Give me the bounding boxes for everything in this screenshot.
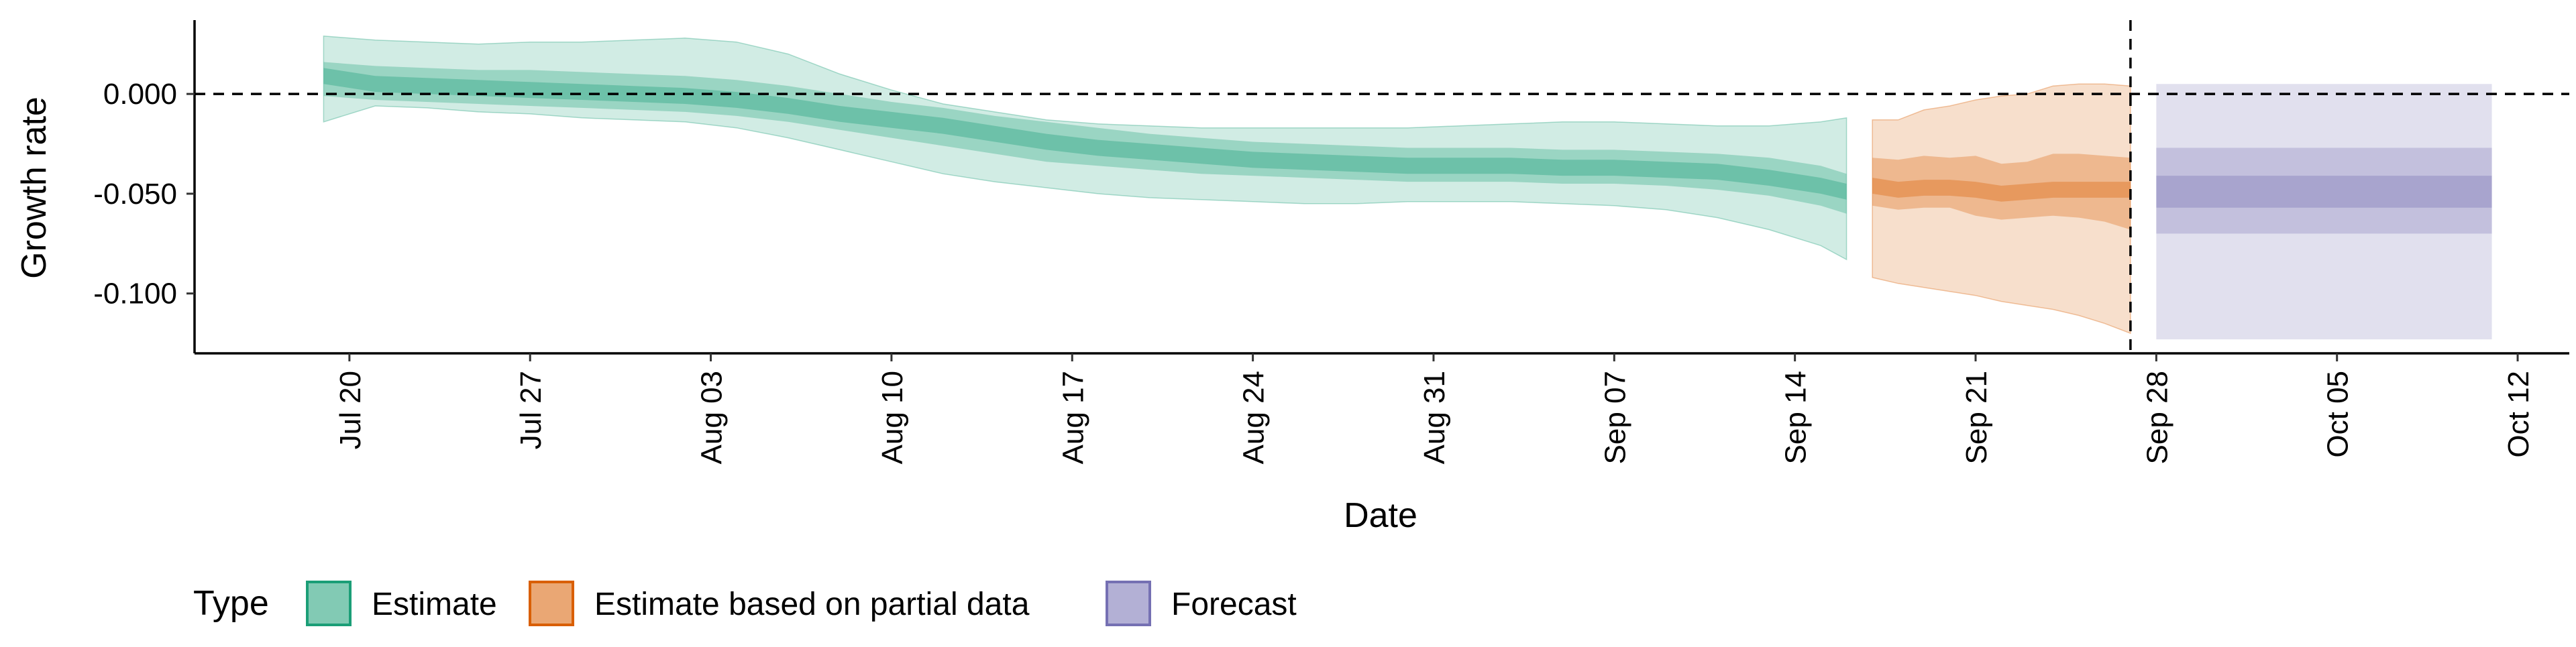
legend-key-3 [1106,581,1151,626]
x-tick-label: Sep 07 [1599,371,1631,464]
x-tick-label: Aug 10 [876,371,909,464]
x-tick-label: Aug 17 [1057,371,1089,464]
legend-key-1 [306,581,352,626]
y-tick-label: 0.000 [103,78,177,111]
legend-title: Type [193,584,269,623]
legend-label-1: Estimate [372,587,497,622]
y-axis-label: Growth rate [15,97,54,279]
axes-layer: 0.000 -0.050 -0.100 Jul 20 Jul 27 Aug 03 Aug 1… [93,20,2569,464]
x-tick-label: Aug 31 [1418,371,1451,464]
estimate-band-90 [323,35,1847,261]
estimate-band-50 [323,62,1847,214]
x-axis-label: Date [1344,496,1417,535]
bands-layer [323,35,2492,340]
estimate-based-on-partial-data-band-50 [1872,154,2131,230]
x-tick-label: Jul 20 [334,371,367,449]
x-tick-label: Aug 24 [1238,371,1271,464]
legend-label-3: Forecast [1171,587,1297,622]
x-tick-label: Oct 05 [2322,371,2355,458]
legend-label-2: Estimate based on partial data [594,587,1030,622]
reference-lines [195,20,2569,353]
x-tick-label: Oct 12 [2502,371,2535,458]
x-tick-label: Aug 03 [696,371,729,464]
estimate-band-inner [323,68,1847,200]
x-tick-label: Sep 28 [2141,371,2174,464]
forecast-band-90 [2156,84,2492,340]
estimate-based-on-partial-data-band-inner [1872,178,2131,202]
legend-key-2 [529,581,574,626]
forecast-band-50 [2156,148,2492,234]
x-tick-label: Sep 14 [1780,371,1813,464]
forecast-band-inner [2156,176,2492,208]
estimate-based-on-partial-data-band-90 [1872,83,2131,335]
y-tick-label: -0.050 [93,178,177,211]
legend: Type Estimate Estimate based on partial d… [193,581,1297,626]
x-tick-label: Jul 27 [515,371,547,449]
x-tick-label: Sep 21 [1960,371,1993,464]
y-tick-label: -0.100 [93,278,177,310]
